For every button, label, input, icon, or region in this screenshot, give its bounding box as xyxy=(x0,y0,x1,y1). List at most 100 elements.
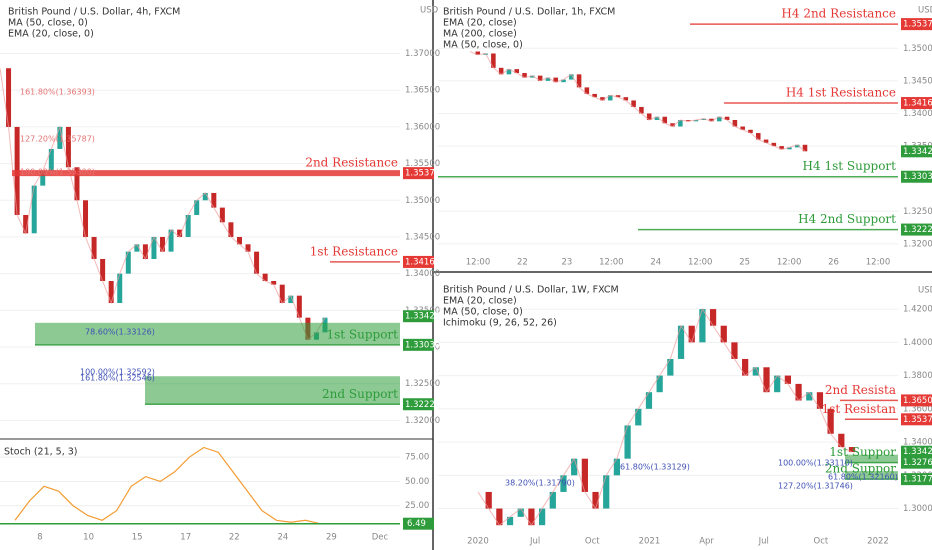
price-label-box xyxy=(901,18,932,31)
candle xyxy=(498,67,504,75)
candle xyxy=(720,325,727,343)
candle xyxy=(748,129,753,134)
candle xyxy=(74,167,80,201)
price-label-box xyxy=(403,517,434,530)
price-label-box xyxy=(901,97,932,110)
price-label: 1.34160 xyxy=(903,99,932,109)
candle xyxy=(219,207,225,223)
candle xyxy=(656,375,663,393)
candle xyxy=(724,116,730,120)
candle xyxy=(545,77,551,81)
candle xyxy=(576,74,582,88)
candle xyxy=(623,97,629,101)
candle xyxy=(795,383,802,401)
candle xyxy=(670,123,675,127)
fib-label: 61.80%(1.33129) xyxy=(620,463,690,472)
price-label: 1.35370 xyxy=(903,415,932,425)
x-tick-label: 12:00 xyxy=(599,258,624,268)
price-label: 6.49 xyxy=(407,519,426,529)
x-tick-label: 12:00 xyxy=(688,258,713,268)
candle xyxy=(245,244,251,252)
x-tick-label: 24 xyxy=(650,258,661,268)
fib-label: 78.60%(1.33126) xyxy=(85,328,155,337)
candle xyxy=(794,144,800,148)
level-label: 2nd Suppor xyxy=(825,462,896,476)
level-label: H4 2nd Resistance xyxy=(781,7,896,21)
indicator-label: EMA (20, close, 0) xyxy=(8,29,94,40)
fib-label: 127.20%(1.35787) xyxy=(20,135,95,144)
candle xyxy=(806,392,813,401)
x-tick-label: Dec xyxy=(372,533,389,543)
price-label: 1.35370 xyxy=(903,20,932,30)
candle xyxy=(506,516,514,526)
candle xyxy=(667,358,674,376)
x-tick-label: Oct xyxy=(585,537,600,547)
price-label-box xyxy=(901,473,932,486)
fib-label: 61.80%(1.32160) xyxy=(828,473,898,482)
price-label-box xyxy=(901,445,932,458)
level-label: 1st Suppor xyxy=(829,445,896,459)
level-label: 2nd Resistance xyxy=(305,156,398,170)
price-label-box xyxy=(901,413,932,426)
chart-title: Stoch (21, 5, 3) xyxy=(4,447,78,458)
price-label: 1.34160 xyxy=(405,257,440,267)
y-tick-label: 1.32000 xyxy=(903,239,932,249)
candle xyxy=(522,73,527,78)
candle xyxy=(496,508,503,526)
candle xyxy=(607,95,613,101)
candle xyxy=(645,392,653,409)
candle xyxy=(827,408,834,434)
axis-unit: USD xyxy=(420,6,439,16)
level-zone xyxy=(845,471,898,480)
price-label-box xyxy=(403,398,434,411)
fib-label: 161.80%(1.32546) xyxy=(80,374,155,383)
candle xyxy=(603,475,610,509)
candle xyxy=(568,74,574,80)
candle xyxy=(613,458,621,476)
close-line xyxy=(0,68,326,341)
candle xyxy=(838,433,845,448)
y-tick-label: 1.34000 xyxy=(903,109,932,119)
y-tick-label: 25.00 xyxy=(405,501,429,511)
candle xyxy=(142,244,148,259)
x-tick-label: 12:00 xyxy=(777,258,802,268)
level-zone xyxy=(145,376,400,405)
price-label: 1.32220 xyxy=(903,225,932,235)
indicator-label: MA (50, close, 0) xyxy=(8,18,88,29)
x-tick-label: Jul xyxy=(529,537,540,547)
level-label: H4 1st Resistance xyxy=(786,86,896,100)
candle xyxy=(202,192,208,201)
x-tick-label: 24 xyxy=(277,533,288,543)
candle xyxy=(763,139,769,143)
price-label: 1.33030 xyxy=(405,340,440,350)
chart-title: British Pound / U.S. Dollar, 1h, FXCM xyxy=(443,7,615,18)
candle xyxy=(701,118,707,120)
price-label: 1.33420 xyxy=(903,147,932,157)
candle xyxy=(581,458,588,492)
candle xyxy=(254,251,260,274)
candle xyxy=(600,97,605,101)
candle xyxy=(592,93,597,98)
fib-label: 100.00%(1.33110) xyxy=(778,459,853,468)
candle xyxy=(639,106,644,114)
x-tick-label: 15 xyxy=(132,533,143,543)
candle xyxy=(108,280,114,304)
candle xyxy=(151,236,157,259)
y-tick-label: 1.32500 xyxy=(405,379,440,389)
y-tick-label: 1.34500 xyxy=(903,76,932,86)
x-tick-label: 12:00 xyxy=(866,258,891,268)
candle xyxy=(491,53,496,68)
candle xyxy=(717,116,722,122)
candle xyxy=(688,325,695,343)
candle xyxy=(615,95,621,98)
candle xyxy=(296,295,302,318)
candle xyxy=(740,126,745,130)
x-tick-label: 8 xyxy=(37,533,42,543)
candle xyxy=(732,120,738,127)
candle xyxy=(506,69,512,75)
price-label-box xyxy=(403,255,434,268)
y-tick-label: 1.42000 xyxy=(903,305,932,315)
indicator-label: MA (50, close, 0) xyxy=(443,40,523,51)
y-tick-label: 1.34000 xyxy=(903,438,932,448)
candle xyxy=(514,69,520,74)
